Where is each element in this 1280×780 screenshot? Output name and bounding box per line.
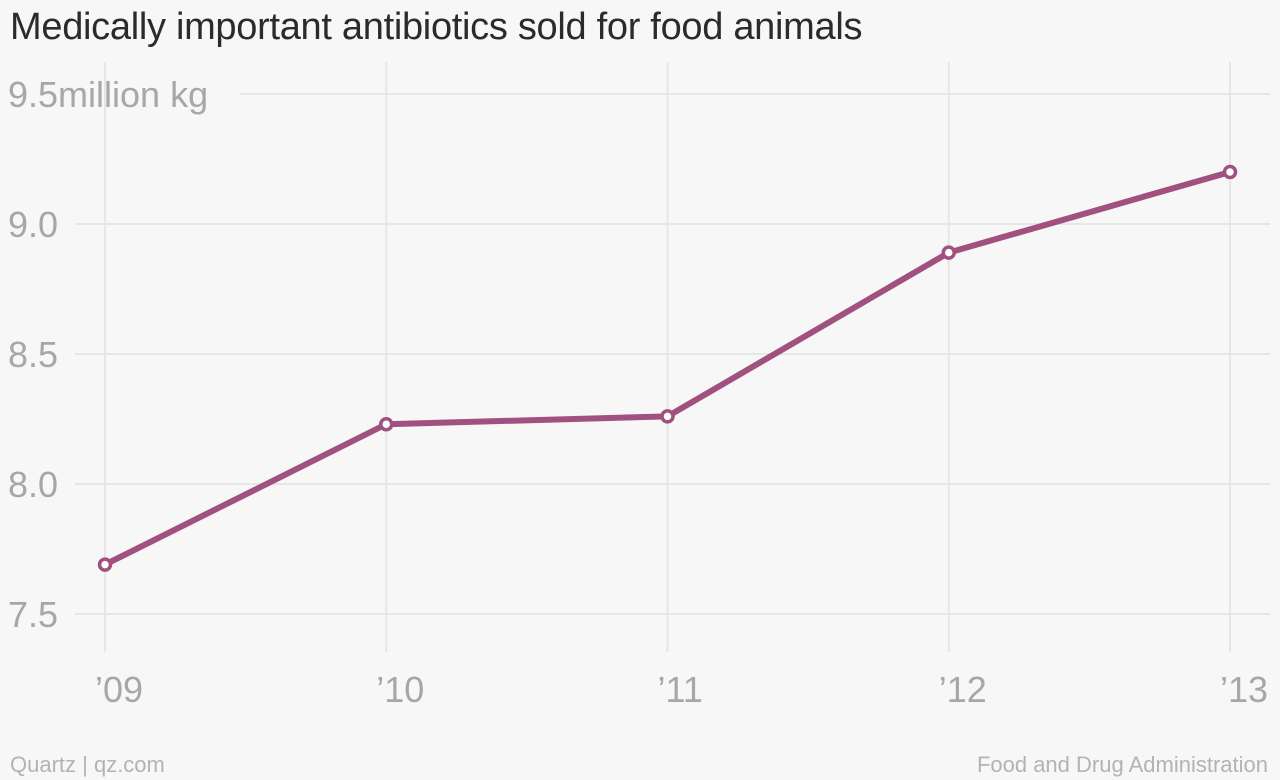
x-tick-label: ’12 xyxy=(939,669,987,710)
x-tick-label: ’13 xyxy=(1220,669,1268,710)
y-tick-label: 9.5million kg xyxy=(8,74,208,115)
y-tick-label: 9.0 xyxy=(8,204,58,245)
x-axis-tick-labels: ’09 ’10 ’11 ’12 ’13 xyxy=(95,669,1268,710)
grid-lines xyxy=(75,62,1270,652)
data-points xyxy=(97,164,1238,572)
data-point xyxy=(660,409,675,424)
y-tick-label: 8.5 xyxy=(8,334,58,375)
credit-label: Quartz | qz.com xyxy=(10,752,165,777)
x-tick-label: ’11 xyxy=(658,669,703,710)
y-tick-label: 8.0 xyxy=(8,464,58,505)
source-label: Food and Drug Administration xyxy=(976,752,1268,777)
data-point xyxy=(379,416,394,432)
y-axis-tick-labels: 7.5 8.0 8.5 9.0 9.5million kg xyxy=(8,74,208,635)
data-point xyxy=(97,557,113,572)
data-point xyxy=(1222,164,1238,180)
chart-title: Medically important antibiotics sold for… xyxy=(10,6,863,48)
x-tick-label: ’09 xyxy=(95,669,143,710)
y-tick-label: 7.5 xyxy=(8,594,58,635)
data-point xyxy=(941,245,956,260)
x-tick-label: ’10 xyxy=(376,669,424,710)
